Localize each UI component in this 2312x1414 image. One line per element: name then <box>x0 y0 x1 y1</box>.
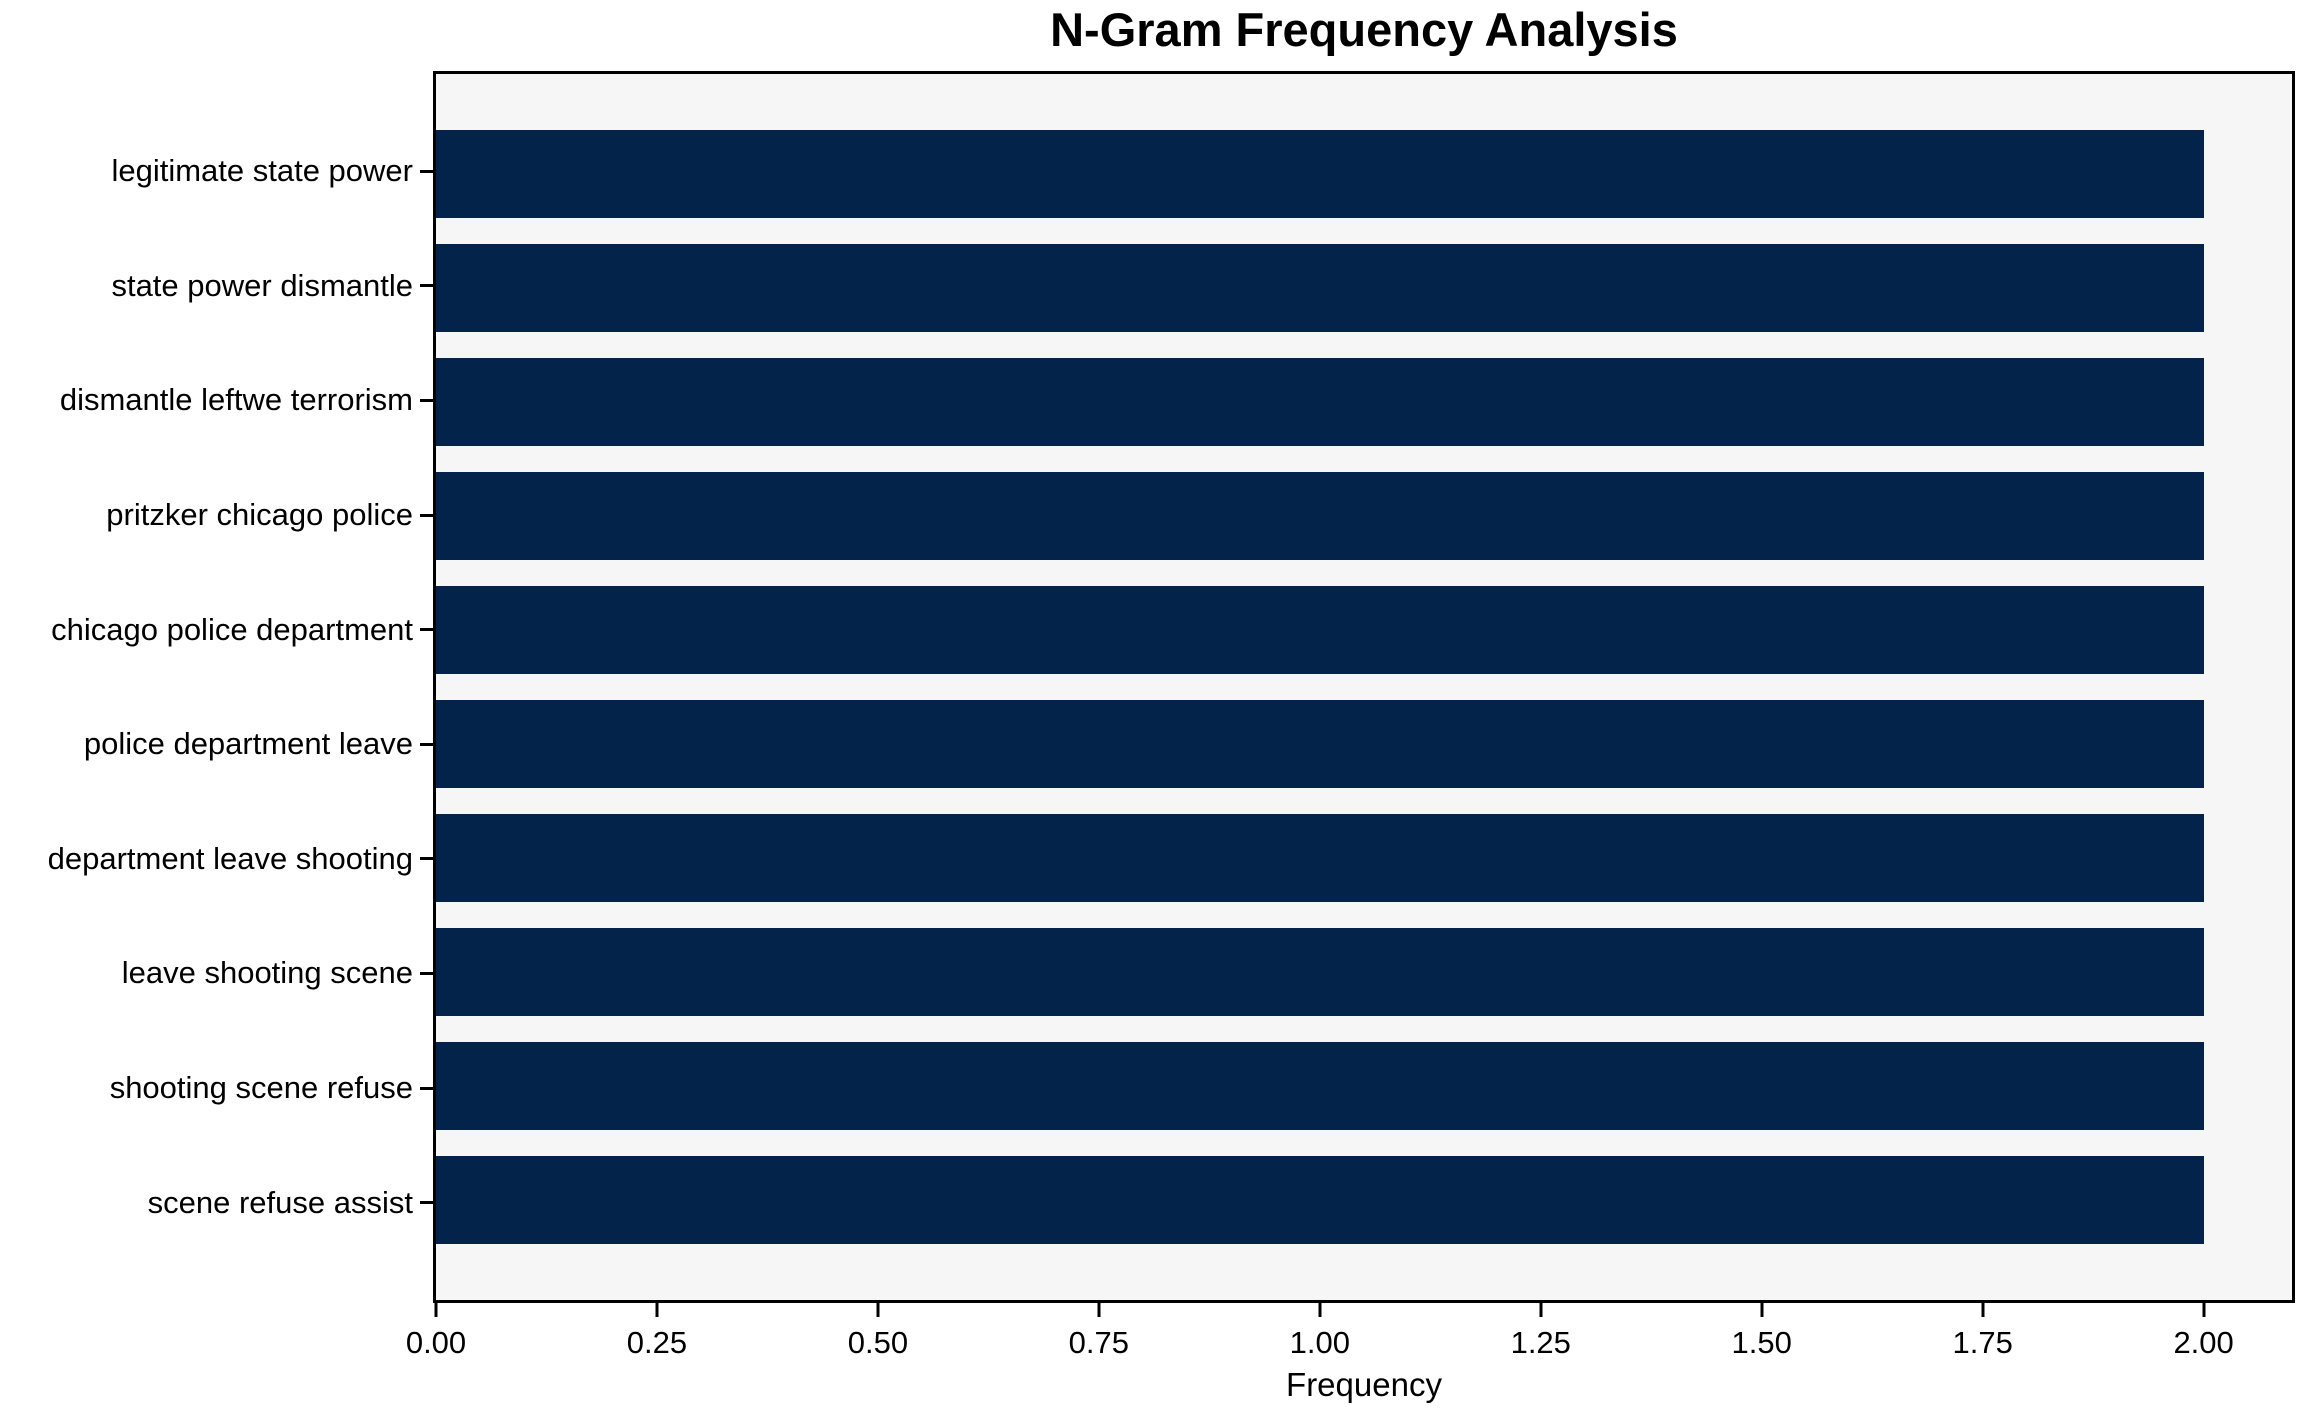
bar <box>436 243 2204 333</box>
y-tick-label: chicago police department <box>51 611 413 647</box>
x-tick-label: 1.75 <box>1952 1325 2013 1360</box>
x-tick-mark <box>434 1303 438 1317</box>
x-tick-label: 0.50 <box>847 1325 909 1360</box>
y-tick-label: leave shooting scene <box>121 955 413 991</box>
bar-row <box>436 573 2292 687</box>
bar <box>436 1041 2204 1131</box>
y-tick-mark <box>420 1086 433 1090</box>
y-tick-mark <box>420 742 433 746</box>
x-tick-label: 1.25 <box>1510 1325 1571 1360</box>
y-tick-row: state power dismantle <box>0 229 433 344</box>
y-tick-mark <box>420 284 433 288</box>
bar <box>436 927 2204 1017</box>
x-tick-label: 2.00 <box>2173 1325 2234 1360</box>
plot-area <box>433 71 2295 1303</box>
x-tick-label: 0.75 <box>1068 1325 1130 1360</box>
bar <box>436 585 2204 675</box>
y-tick-mark <box>420 398 433 402</box>
y-tick-label: dismantle leftwe terrorism <box>59 382 413 418</box>
y-tick-mark <box>420 628 433 632</box>
y-tick-row: department leave shooting <box>0 802 433 917</box>
y-tick-mark <box>420 1201 433 1205</box>
y-tick-mark <box>420 971 433 975</box>
bar-row <box>436 687 2292 801</box>
y-tick-label: state power dismantle <box>111 267 413 303</box>
y-axis: legitimate state power state power disman… <box>0 71 433 1303</box>
x-tick-label: 1.50 <box>1731 1325 1792 1360</box>
x-tick-mark <box>876 1303 880 1317</box>
bar-row <box>436 345 2292 459</box>
x-axis: 0.00 0.25 0.50 0.75 1.00 1.25 1.50 1.75 2.00 <box>406 1303 2292 1373</box>
y-tick-label: pritzker chicago police <box>106 497 413 533</box>
y-tick-row: shooting scene refuse <box>0 1031 433 1146</box>
bar-row <box>436 915 2292 1029</box>
y-tick-mark <box>420 857 433 861</box>
y-tick-label: shooting scene refuse <box>109 1070 413 1106</box>
x-tick-mark <box>1981 1303 1985 1317</box>
bar-row <box>436 1143 2292 1257</box>
x-tick-mark <box>1539 1303 1543 1317</box>
y-tick-mark <box>420 169 433 173</box>
bar <box>436 699 2204 789</box>
x-tick-mark <box>1318 1303 1322 1317</box>
bar <box>436 357 2204 447</box>
y-tick-row: dismantle leftwe terrorism <box>0 343 433 458</box>
y-tick-mark <box>420 513 433 517</box>
x-tick-label: 1.00 <box>1289 1325 1350 1360</box>
bar <box>436 129 2204 219</box>
bar-row <box>436 801 2292 915</box>
y-tick-label: scene refuse assist <box>147 1184 413 1220</box>
bar <box>436 471 2204 561</box>
y-tick-row: chicago police department <box>0 572 433 687</box>
bar-row <box>436 1029 2292 1143</box>
bar-row <box>436 231 2292 345</box>
y-tick-row: leave shooting scene <box>0 916 433 1031</box>
y-tick-row: legitimate state power <box>0 114 433 229</box>
bar <box>436 1155 2204 1245</box>
x-tick-label: 0.25 <box>626 1325 688 1360</box>
y-tick-row: pritzker chicago police <box>0 458 433 573</box>
y-tick-label: police department leave <box>83 726 413 762</box>
y-tick-row: police department leave <box>0 687 433 802</box>
y-tick-row: scene refuse assist <box>0 1145 433 1260</box>
x-tick-mark <box>655 1303 659 1317</box>
x-tick-mark <box>2202 1303 2206 1317</box>
y-tick-label: legitimate state power <box>111 153 413 189</box>
chart-title: N-Gram Frequency Analysis <box>1050 3 1678 56</box>
x-tick-mark <box>1760 1303 1764 1317</box>
y-tick-label: department leave shooting <box>47 840 413 876</box>
bar-row <box>436 117 2292 231</box>
bar-row <box>436 459 2292 573</box>
x-tick-label: 0.00 <box>405 1325 467 1360</box>
bar <box>436 813 2204 903</box>
x-axis-title: Frequency <box>1286 1366 1442 1403</box>
x-tick-mark <box>1097 1303 1101 1317</box>
